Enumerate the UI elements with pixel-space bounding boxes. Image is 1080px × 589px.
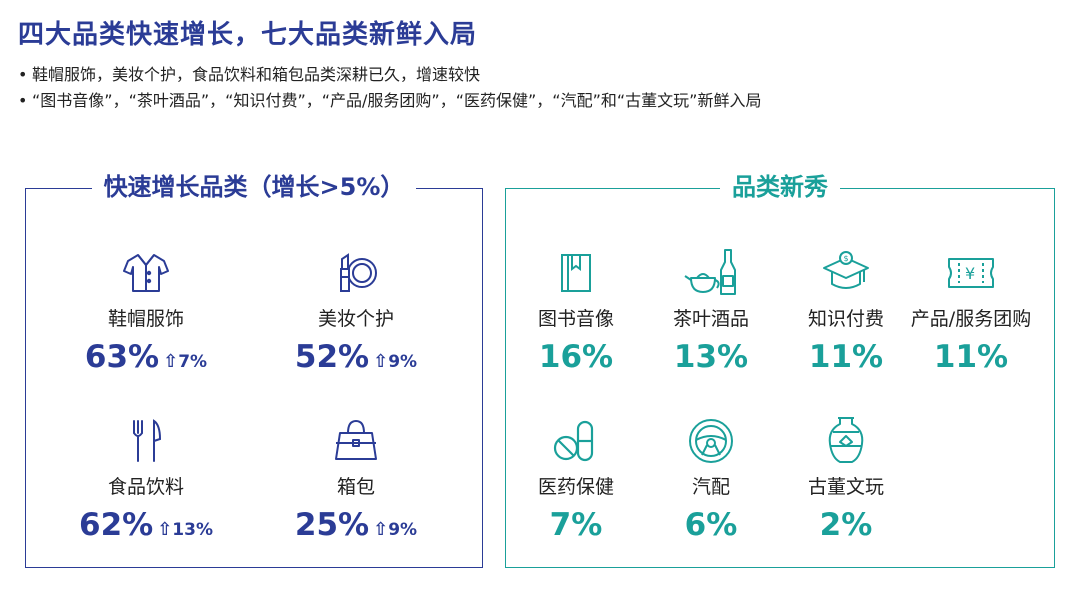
svg-text:¥: ¥ [965,264,975,283]
category-item-beauty: 美妆个护 52% ⇧9% [286,249,426,377]
bullet-list: • 鞋帽服饰，美妆个护，食品饮料和箱包品类深耕已久，增速较快 • “图书音像”，“茶… [18,62,761,114]
teapot-bottle-icon [641,249,781,297]
fast-growth-title: 快速增长品类（增长>5%） [26,167,482,207]
category-value: 11% [808,339,884,375]
up-arrow-icon: ⇧ [373,519,389,540]
makeup-icon [286,249,426,297]
fast-growth-title-text: 快速增长品类（增长>5%） [91,173,417,201]
bullet-item: • “图书音像”，“茶叶酒品”，“知识付费”，“产品/服务团购”，“医药保健”，“… [18,88,761,114]
share-value: 62% [79,507,154,543]
growth-badge: ⇧13% [157,519,213,540]
category-item-food-beverage: 食品饮料 62% ⇧13% [76,417,216,545]
category-item-group-buying: ¥ 产品/服务团购 11% [901,249,1041,377]
category-name: 鞋帽服饰 [107,308,184,330]
category-item-shoes-apparel: 鞋帽服饰 63% ⇧7% [76,249,216,377]
category-item-tea-wine: 茶叶酒品 13% [641,249,781,377]
growth-value: 9% [388,352,418,372]
handbag-icon [286,417,426,465]
growth-badge: ⇧9% [373,351,418,372]
category-name: 图书音像 [537,308,614,330]
category-name: 医药保健 [537,476,614,498]
category-item-antiques: 古董文玩 2% [776,417,916,545]
category-value: 2% [819,507,873,543]
shirt-icon [76,249,216,297]
category-name: 箱包 [336,476,375,498]
graduation-cap-icon: $ [776,249,916,297]
category-value: 6% [684,507,738,543]
category-name: 知识付费 [807,308,884,330]
page-title: 四大品类快速增长，七大品类新鲜入局 [18,20,478,50]
category-name: 美妆个护 [317,308,394,330]
share-value: 52% [294,339,370,375]
svg-text:$: $ [844,254,849,263]
growth-badge: ⇧9% [373,519,418,540]
up-arrow-icon: ⇧ [163,351,179,372]
category-value: 16% [538,339,614,375]
category-item-paid-knowledge: $ 知识付费 11% [776,249,916,377]
bullet-dot: • [18,65,28,84]
category-value: 25% ⇧9% [286,505,426,545]
new-categories-panel: 品类新秀 图书音像 16% 茶叶酒品 13% [505,173,1055,568]
growth-value: 9% [388,520,418,540]
category-value: 62% ⇧13% [76,505,216,545]
up-arrow-icon: ⇧ [157,519,173,540]
bullet-text: 鞋帽服饰，美妆个护，食品饮料和箱包品类深耕已久，增速较快 [32,65,481,84]
growth-value: 13% [172,520,213,540]
growth-badge: ⇧7% [163,351,208,372]
coupon-icon: ¥ [901,249,1041,297]
pills-icon [506,417,646,465]
category-name: 茶叶酒品 [672,308,749,330]
growth-value: 7% [178,352,208,372]
up-arrow-icon: ⇧ [373,351,389,372]
cutlery-icon [76,417,216,465]
steering-wheel-icon [641,417,781,465]
fast-growth-panel: 快速增长品类（增长>5%） 鞋帽服饰 63% ⇧7% 美妆个护 52% ⇧ [25,173,483,568]
new-categories-title: 品类新秀 [506,167,1054,207]
category-item-auto-parts: 汽配 6% [641,417,781,545]
category-name: 古董文玩 [807,476,884,498]
share-value: 63% [84,339,160,375]
category-item-books-media: 图书音像 16% [506,249,646,377]
category-name: 汽配 [691,476,730,498]
vase-icon [776,417,916,465]
category-value: 13% [673,339,749,375]
new-categories-title-text: 品类新秀 [720,173,840,201]
category-item-bags: 箱包 25% ⇧9% [286,417,426,545]
category-value: 11% [933,339,1009,375]
category-item-medicine-health: 医药保健 7% [506,417,646,545]
bullet-item: • 鞋帽服饰，美妆个护，食品饮料和箱包品类深耕已久，增速较快 [18,62,761,88]
category-value: 63% ⇧7% [76,337,216,377]
share-value: 25% [294,507,370,543]
bullet-text: “图书音像”，“茶叶酒品”，“知识付费”，“产品/服务团购”，“医药保健”，“汽… [32,91,762,110]
category-value: 7% [549,507,603,543]
bullet-dot: • [18,91,28,110]
category-name: 产品/服务团购 [910,308,1032,330]
book-icon [506,249,646,297]
category-name: 食品饮料 [107,476,184,498]
category-value: 52% ⇧9% [286,337,426,377]
